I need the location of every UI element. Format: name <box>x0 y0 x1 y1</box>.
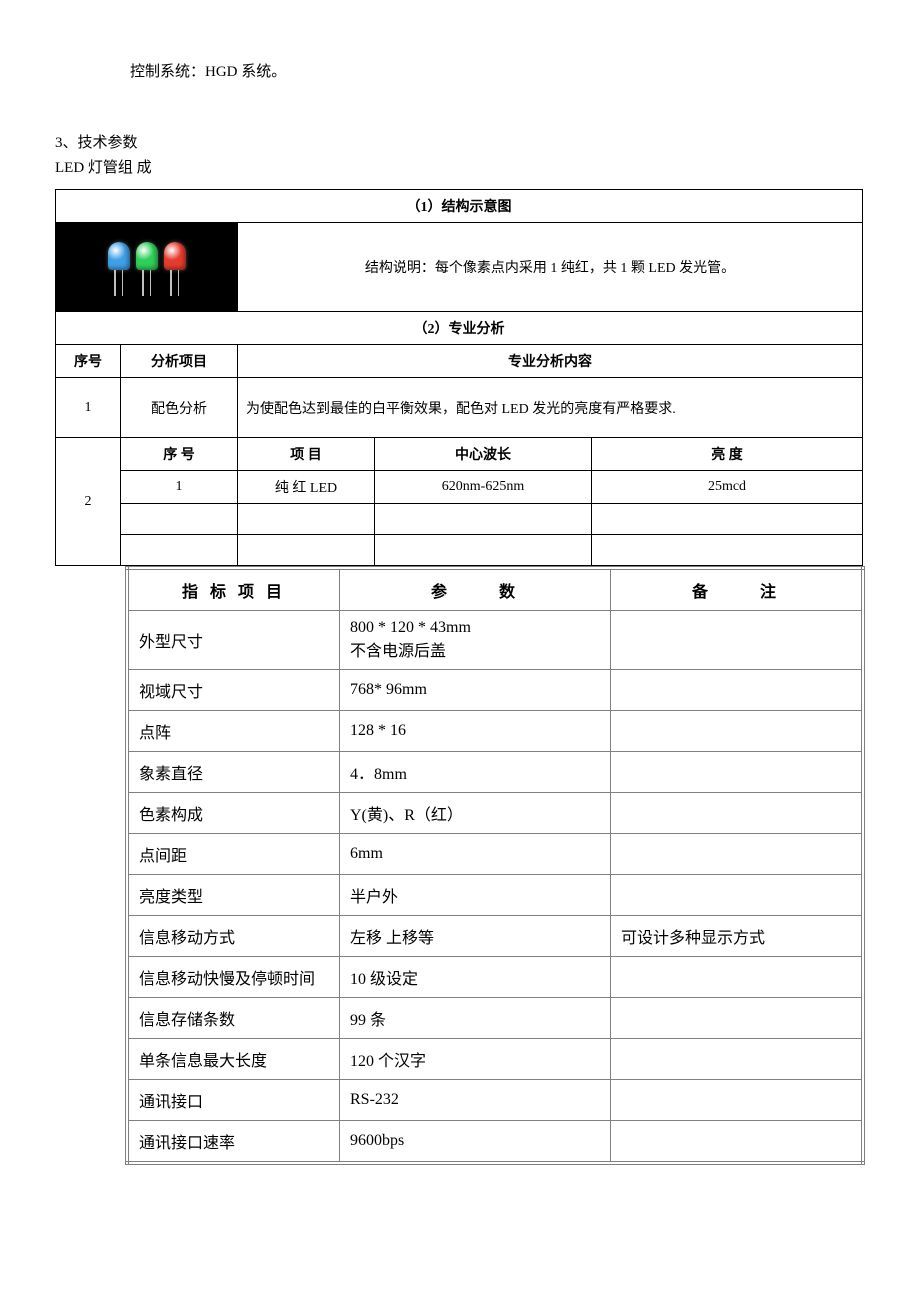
structure-description: 结构说明：每个像素点内采用 1 纯红，共 1 颗 LED 发光管。 <box>238 223 863 312</box>
table-row: 信息移动方式左移 上移等可设计多种显示方式 <box>127 916 863 957</box>
spec-param: 半户外 <box>340 875 611 916</box>
table-row: 视域尺寸768* 96mm <box>127 670 863 711</box>
spec-table: 指 标 项 目 参 数 备 注 外型尺寸800 * 120 * 43mm不含电源… <box>125 566 865 1165</box>
spec-item: 亮度类型 <box>127 875 340 916</box>
spec-param: 800 * 120 * 43mm不含电源后盖 <box>340 611 611 670</box>
row1-content: 为使配色达到最佳的白平衡效果，配色对 LED 发光的亮度有严格要求. <box>238 378 863 438</box>
led-bulb-icon <box>164 242 186 270</box>
spec-note <box>611 670 864 711</box>
table-row: 象素直径4．8mm <box>127 752 863 793</box>
empty-cell <box>592 504 863 535</box>
empty-cell <box>375 504 592 535</box>
col-seq: 序号 <box>56 345 121 378</box>
tbl1-header-structure: （1）结构示意图 <box>56 190 863 223</box>
spec-note <box>611 834 864 875</box>
spec-param: 左移 上移等 <box>340 916 611 957</box>
spec-param: RS-232 <box>340 1080 611 1121</box>
spec-note <box>611 957 864 998</box>
sub-col-no: 序 号 <box>121 438 238 471</box>
spec-param: 120 个汉字 <box>340 1039 611 1080</box>
led-bulb-icon <box>108 242 130 270</box>
section-number: 3、技术参数 <box>55 131 865 152</box>
spec-header-note-a: 备 <box>692 584 712 601</box>
spec-note <box>611 711 864 752</box>
spec-param: 768* 96mm <box>340 670 611 711</box>
spec-header-item: 指 标 项 目 <box>127 568 340 611</box>
spec-item: 通讯接口速率 <box>127 1121 340 1164</box>
led-image-cell <box>56 223 238 312</box>
sub-row-no: 1 <box>121 471 238 504</box>
empty-cell <box>238 535 375 566</box>
spec-item: 信息移动方式 <box>127 916 340 957</box>
spec-table-body: 外型尺寸800 * 120 * 43mm不含电源后盖视域尺寸768* 96mm点… <box>127 611 863 1164</box>
spec-note <box>611 752 864 793</box>
spec-note <box>611 1080 864 1121</box>
row2-seq: 2 <box>56 438 121 566</box>
spec-header-param-b: 数 <box>499 584 519 601</box>
spec-note <box>611 1121 864 1164</box>
spec-item: 象素直径 <box>127 752 340 793</box>
spec-note <box>611 998 864 1039</box>
table-row: 信息存储条数99 条 <box>127 998 863 1039</box>
spec-header-note-b: 注 <box>760 584 780 601</box>
tbl1-header-analysis: （2）专业分析 <box>56 312 863 345</box>
table-row: 单条信息最大长度120 个汉字 <box>127 1039 863 1080</box>
spec-param: 6mm <box>340 834 611 875</box>
table-row: 点间距6mm <box>127 834 863 875</box>
spec-item: 点间距 <box>127 834 340 875</box>
table-row: 信息移动快慢及停顿时间10 级设定 <box>127 957 863 998</box>
spec-note: 可设计多种显示方式 <box>611 916 864 957</box>
sub-col-bright: 亮 度 <box>592 438 863 471</box>
table-row: 通讯接口速率9600bps <box>127 1121 863 1164</box>
sub-row-proj: 纯 红 LED <box>238 471 375 504</box>
empty-cell <box>592 535 863 566</box>
sub-col-wave: 中心波长 <box>375 438 592 471</box>
led-red <box>164 242 186 296</box>
led-green <box>136 242 158 296</box>
spec-param: 4．8mm <box>340 752 611 793</box>
spec-param: 9600bps <box>340 1121 611 1164</box>
table-row: 色素构成Y(黄)、R（红） <box>127 793 863 834</box>
empty-cell <box>121 535 238 566</box>
spec-param: Y(黄)、R（红） <box>340 793 611 834</box>
col-item: 分析项目 <box>121 345 238 378</box>
led-bulb-icon <box>136 242 158 270</box>
spec-note <box>611 875 864 916</box>
spec-param: 10 级设定 <box>340 957 611 998</box>
led-blue <box>108 242 130 296</box>
spec-item: 外型尺寸 <box>127 611 340 670</box>
table-row: 点阵128 * 16 <box>127 711 863 752</box>
spec-param: 99 条 <box>340 998 611 1039</box>
empty-cell <box>375 535 592 566</box>
sub-row-bright: 25mcd <box>592 471 863 504</box>
spec-item: 色素构成 <box>127 793 340 834</box>
spec-item: 点阵 <box>127 711 340 752</box>
table-row: 亮度类型半户外 <box>127 875 863 916</box>
spec-item: 信息存储条数 <box>127 998 340 1039</box>
spec-item: 信息移动快慢及停顿时间 <box>127 957 340 998</box>
col-content: 专业分析内容 <box>238 345 863 378</box>
spec-item: 通讯接口 <box>127 1080 340 1121</box>
empty-cell <box>121 504 238 535</box>
sub-row-wave: 620nm-625nm <box>375 471 592 504</box>
section-title: LED 灯管组 成 <box>55 156 865 177</box>
table-row: 通讯接口RS-232 <box>127 1080 863 1121</box>
spec-item: 视域尺寸 <box>127 670 340 711</box>
spec-param: 128 * 16 <box>340 711 611 752</box>
structure-analysis-table: （1）结构示意图 结构说明：每个像素点内采用 1 纯红，共 1 颗 LED 发光… <box>55 189 863 566</box>
spec-header-note: 备 注 <box>611 568 864 611</box>
table-row: 外型尺寸800 * 120 * 43mm不含电源后盖 <box>127 611 863 670</box>
spec-note <box>611 1039 864 1080</box>
spec-note <box>611 793 864 834</box>
row1-seq: 1 <box>56 378 121 438</box>
sub-col-proj: 项 目 <box>238 438 375 471</box>
spec-header-param-a: 参 <box>431 584 451 601</box>
spec-note <box>611 611 864 670</box>
intro-text: 控制系统：HGD 系统。 <box>130 60 865 81</box>
spec-header-param: 参 数 <box>340 568 611 611</box>
row1-item: 配色分析 <box>121 378 238 438</box>
empty-cell <box>238 504 375 535</box>
spec-item: 单条信息最大长度 <box>127 1039 340 1080</box>
led-illustration <box>60 238 233 296</box>
